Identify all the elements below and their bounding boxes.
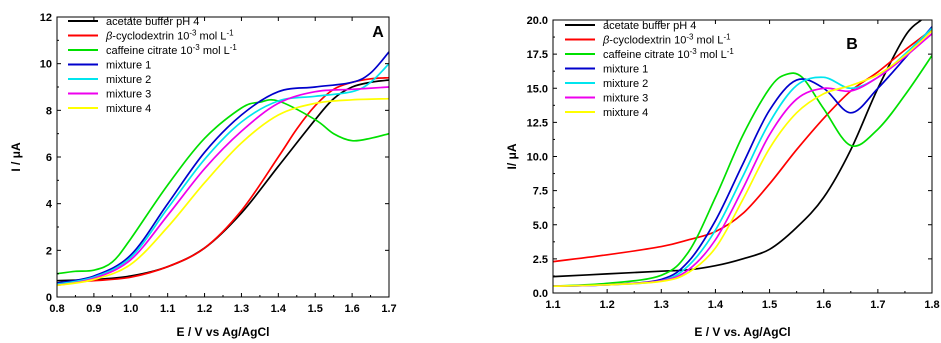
y-tick-label: 12.5 [527, 117, 548, 129]
x-tick-label: 1.6 [344, 303, 359, 315]
legend-entry: mixture 3 [106, 89, 151, 101]
y-tick-label: 0.0 [533, 288, 548, 300]
x-tick-label: 1.7 [870, 299, 885, 311]
panel-label: A [372, 24, 384, 41]
legend-entry: caffeine citrate 10-3 mol L-1 [603, 47, 734, 62]
x-tick-label: 1.6 [816, 299, 831, 311]
y-tick-label: 5.0 [533, 220, 548, 232]
x-tick-label: 0.8 [49, 303, 64, 315]
y-tick-label: 2.5 [533, 254, 548, 266]
legend-entry: mixture 2 [106, 74, 151, 86]
x-tick-label: 1.8 [924, 299, 939, 311]
y-axis-label: I/ μA [505, 143, 519, 169]
x-tick-label: 0.9 [86, 303, 101, 315]
series-line-7 [57, 97, 389, 287]
x-tick-label: 1.4 [708, 299, 724, 311]
x-axis-label: E / V vs Ag/AgCl [177, 325, 270, 339]
y-tick-label: 12 [40, 12, 52, 24]
legend-entry: mixture 4 [603, 107, 648, 119]
legend-entry: mixture 1 [603, 64, 648, 76]
series-line-3 [553, 55, 932, 288]
x-tick-label: 1.2 [599, 299, 614, 311]
legend-entry: caffeine citrate 10-3 mol L-1 [106, 43, 237, 58]
x-tick-label: 1.5 [308, 303, 323, 315]
x-tick-label: 1.3 [654, 299, 669, 311]
y-tick-label: 10 [40, 59, 52, 71]
x-tick-label: 1.3 [234, 303, 249, 315]
x-tick-label: 1.0 [123, 303, 138, 315]
y-tick-label: 7.5 [533, 186, 548, 198]
x-tick-label: 1.5 [762, 299, 777, 311]
series-line-1 [57, 79, 389, 282]
y-tick-label: 6 [46, 152, 52, 164]
x-tick-label: 1.7 [381, 303, 396, 315]
y-tick-label: 2 [46, 245, 52, 257]
y-tick-label: 15.0 [527, 83, 548, 95]
series-line-4 [57, 51, 389, 284]
x-tick-label: 1.1 [160, 303, 175, 315]
legend-entry: acetate buffer pH 4 [106, 16, 199, 28]
y-tick-label: 20.0 [527, 15, 548, 27]
x-tick-label: 1.4 [271, 303, 287, 315]
y-tick-label: 4 [46, 199, 53, 211]
y-axis-label: I / μA [9, 142, 23, 172]
y-tick-label: 8 [46, 105, 52, 117]
legend-entry: β-cyclodextrin 10-3 mol L-1 [602, 32, 731, 47]
y-tick-label: 17.5 [527, 49, 548, 61]
legend-entry: mixture 2 [603, 78, 648, 90]
x-tick-label: 1.2 [197, 303, 212, 315]
series-line-3 [57, 98, 389, 275]
legend-entry: mixture 1 [106, 60, 151, 72]
chart-panel-b: 1.1 1.2 1.3 1.4 1.5 1.6 1.7 1.8 0.0 2.5 5.0 7.5 10.0… [505, 15, 940, 339]
series-line-4 [553, 26, 932, 288]
series-line-2 [553, 28, 932, 263]
series-line-7 [553, 30, 932, 288]
x-axis-label: E / V vs. Ag/AgCl [694, 325, 790, 339]
y-tick-label: 0 [46, 292, 52, 304]
legend-entry: mixture 3 [603, 93, 648, 105]
legend-entry: β-cyclodextrin 10-3 mol L-1 [105, 28, 234, 43]
chart-panel-a: 0.8 0.9 1.0 1.1 1.2 1.3 1.4 1.5 1.6 1.7 0 2 4 6 8 10 12 E… [9, 12, 397, 339]
x-tick-label: 1.1 [545, 299, 560, 311]
legend-entry: acetate buffer pH 4 [603, 20, 696, 32]
series-line-6 [57, 86, 389, 287]
legend-entry: mixture 4 [106, 103, 151, 115]
panel-label: B [846, 36, 858, 53]
y-tick-label: 10.0 [527, 152, 548, 164]
